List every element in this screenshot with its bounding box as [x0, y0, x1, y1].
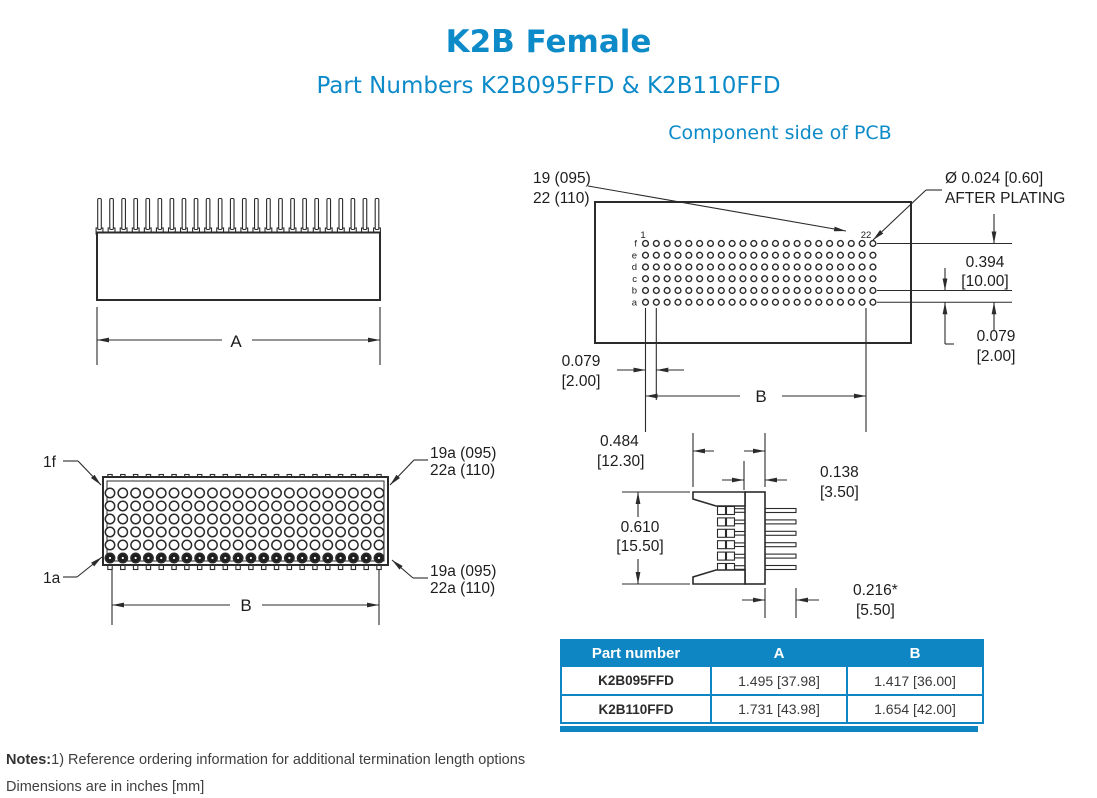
side-dim-offset-lines — [722, 461, 787, 490]
page-subtitle: Part Numbers K2B095FFD & K2B110FFD — [316, 73, 781, 99]
top-leader-1a — [63, 556, 103, 578]
pcb-dim-span-inch: 0.394 — [966, 254, 1005, 271]
table-header-row: Part number A B — [560, 639, 984, 667]
pcb-dim-col-pitch-mm: [2.00] — [562, 373, 601, 390]
side-dim-height-mm: [15.50] — [616, 538, 663, 555]
top-leader-bottom-right — [391, 559, 428, 579]
dim-a-cell: 1.731 [43.98] — [710, 694, 848, 724]
top-view-drawing: 1f 1a 19a (095) 22a (110) 19a (095) 22a … — [43, 445, 496, 625]
table-bottom-bar — [560, 726, 978, 732]
pcb-dim-row-pitch-inch: 0.079 — [977, 328, 1016, 345]
dim-b-cell: 1.654 [42.00] — [846, 694, 984, 724]
pcb-count-callout-line2: 22 (110) — [533, 190, 590, 207]
svg-text:a: a — [632, 297, 638, 308]
pcb-count-callout-line1: 19 (095) — [533, 170, 591, 187]
pcb-hole-callout-line2: AFTER PLATING — [945, 190, 1065, 207]
side-dim-pin-mm: [5.50] — [856, 602, 895, 619]
pcb-dim-col-pitch-inch: 0.079 — [562, 353, 601, 370]
svg-text:e: e — [632, 250, 637, 261]
notes-block: Notes:1) Reference ordering information … — [6, 747, 525, 798]
top-label-1a: 1a — [43, 570, 61, 587]
top-leader-top-right — [389, 459, 428, 486]
top-callout-top-line1: 19a (095) — [430, 445, 496, 462]
notes-line-1: Notes:1) Reference ordering information … — [6, 747, 525, 774]
side-dim-width-inch: 0.484 — [600, 433, 639, 450]
top-callout-top-line2: 22a (110) — [430, 462, 495, 479]
side-dim-offset-inch: 0.138 — [820, 464, 859, 481]
pcb-first-col-label: 1 — [640, 230, 645, 241]
front-view-pins — [95, 197, 381, 235]
side-dim-width-lines — [692, 433, 766, 487]
top-dim-b-lines — [111, 570, 380, 625]
top-label-1f: 1f — [43, 454, 57, 471]
front-view-body — [96, 231, 381, 301]
top-callout-bottom-line1: 19a (095) — [430, 563, 496, 580]
notes-label: Notes: — [6, 752, 52, 768]
pcb-right-dim-lines — [877, 214, 1012, 345]
table-row: K2B095FFD 1.495 [37.98] 1.417 [36.00] — [560, 665, 984, 696]
front-dim-a-label: A — [230, 332, 242, 351]
pcb-hole-callout-line1: Ø 0.024 [0.60] — [945, 170, 1043, 187]
part-number-cell: K2B110FFD — [560, 694, 712, 724]
side-dim-height-lines — [622, 491, 690, 585]
pcb-dim-span-mm: [10.00] — [961, 273, 1008, 290]
svg-text:c: c — [632, 274, 637, 285]
top-leader-1f — [63, 460, 102, 486]
part-dimension-table: Part number A B K2B095FFD 1.495 [37.98] … — [560, 639, 984, 724]
pcb-hole-grid — [641, 239, 877, 306]
part-number-cell: K2B095FFD — [560, 665, 712, 696]
table-row: K2B110FFD 1.731 [43.98] 1.654 [42.00] — [560, 694, 984, 724]
side-dim-pin-lines — [742, 588, 819, 618]
notes-text-1: 1) Reference ordering information for ad… — [51, 752, 526, 768]
front-dim-a-lines — [96, 307, 381, 365]
pcb-count-leader — [587, 185, 847, 232]
front-view-drawing: A — [95, 197, 381, 365]
page-title: K2B Female — [445, 24, 652, 60]
side-dim-pin-inch: 0.216* — [853, 582, 898, 599]
top-callout-bottom-line2: 22a (110) — [430, 580, 495, 597]
pcb-caption: Component side of PCB — [668, 122, 892, 144]
pcb-bottom-dim-lines — [617, 308, 867, 432]
pcb-dim-row-pitch-mm: [2.00] — [977, 348, 1016, 365]
pcb-last-col-label: 22 — [861, 230, 872, 241]
pcb-hole-leader — [872, 189, 942, 241]
top-dim-b-label: B — [240, 596, 251, 615]
top-view-hole-grid — [104, 487, 385, 564]
svg-text:b: b — [632, 286, 637, 297]
side-dim-offset-mm: [3.50] — [820, 484, 859, 501]
table-header-b: B — [846, 639, 984, 667]
dim-b-cell: 1.417 [36.00] — [846, 665, 984, 696]
svg-text:d: d — [632, 262, 637, 273]
svg-text:f: f — [634, 239, 637, 250]
side-dim-width-mm: [12.30] — [597, 453, 644, 470]
side-dim-height-inch: 0.610 — [621, 519, 660, 536]
table-header-a: A — [710, 639, 848, 667]
table-header-part: Part number — [560, 639, 712, 667]
notes-line-2: Dimensions are in inches [mm] — [6, 779, 205, 795]
dim-a-cell: 1.495 [37.98] — [710, 665, 848, 696]
side-view-body — [692, 491, 766, 585]
pcb-dim-b-label: B — [755, 387, 766, 406]
side-view-drawing: 0.484 [12.30] 0.138 [3.50] 0.610 [15.50]… — [597, 433, 898, 619]
pcb-outline — [594, 201, 912, 344]
